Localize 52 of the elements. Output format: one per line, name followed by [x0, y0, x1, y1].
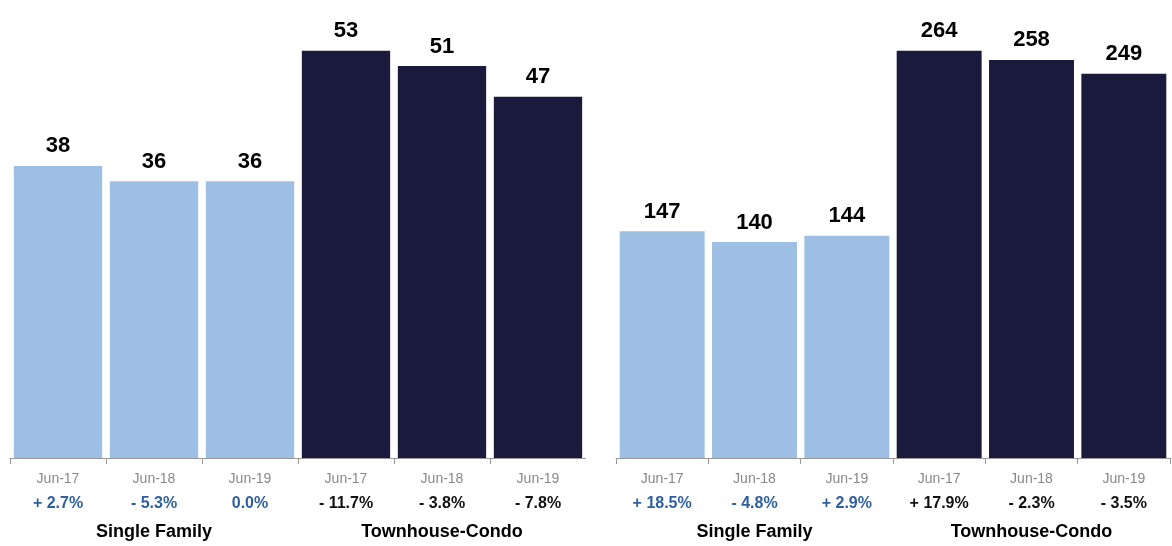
- bar: [989, 59, 1074, 458]
- data-label: 47: [525, 63, 551, 89]
- data-label: 147: [643, 197, 681, 223]
- data-label: 144: [828, 202, 866, 228]
- x-tick-label: Jun-18: [733, 470, 777, 486]
- bar: [1081, 73, 1167, 458]
- x-tick-label: Jun-17: [36, 470, 80, 486]
- x-tick-label: Jun-19: [228, 470, 272, 486]
- bar: [619, 231, 705, 458]
- x-tick-label: Jun-17: [324, 470, 368, 486]
- text: + 2.9%: [821, 493, 872, 511]
- bar: [301, 50, 391, 458]
- text: Townhouse-Condo: [950, 521, 1113, 541]
- data-label: 140: [736, 208, 773, 234]
- x-tick-label: Jun-18: [132, 470, 176, 486]
- text: Single Family: [696, 521, 813, 541]
- bar: [896, 50, 982, 458]
- text: - 3.8%: [418, 493, 466, 511]
- text: + 18.5%: [632, 493, 692, 511]
- data-label: 249: [1105, 40, 1143, 66]
- text: - 7.8%: [514, 493, 562, 511]
- bar: [712, 242, 797, 458]
- text: - 2.3%: [1008, 493, 1055, 511]
- text: + 17.9%: [909, 493, 969, 511]
- bar: [804, 235, 890, 458]
- x-tick-label: Jun-19: [825, 470, 869, 486]
- x-tick-label: Jun-18: [1010, 470, 1054, 486]
- text: Single Family: [95, 521, 213, 541]
- data-label: 258: [1013, 26, 1050, 52]
- bar: [109, 181, 199, 458]
- x-tick-label: Jun-19: [1102, 470, 1146, 486]
- text: - 3.5%: [1100, 493, 1147, 511]
- text: Townhouse-Condo: [361, 521, 523, 541]
- data-label: 53: [333, 17, 359, 43]
- text: 0.0%: [231, 493, 269, 511]
- data-label: 36: [237, 147, 263, 173]
- data-label: 264: [920, 17, 959, 43]
- bar: [13, 165, 103, 458]
- data-label: 51: [429, 32, 455, 58]
- bar: [205, 181, 295, 458]
- text: - 11.7%: [318, 493, 374, 511]
- x-tick-label: Jun-17: [917, 470, 961, 486]
- x-tick-label: Jun-18: [420, 470, 464, 486]
- bar: [493, 96, 583, 458]
- data-label: 36: [141, 147, 167, 173]
- text: - 4.8%: [731, 493, 778, 511]
- data-label: 38: [45, 132, 71, 158]
- text: + 2.7%: [32, 493, 84, 511]
- x-tick-label: Jun-19: [516, 470, 560, 486]
- bar: [397, 66, 487, 458]
- x-tick-label: Jun-17: [640, 470, 684, 486]
- text: - 5.3%: [130, 493, 178, 511]
